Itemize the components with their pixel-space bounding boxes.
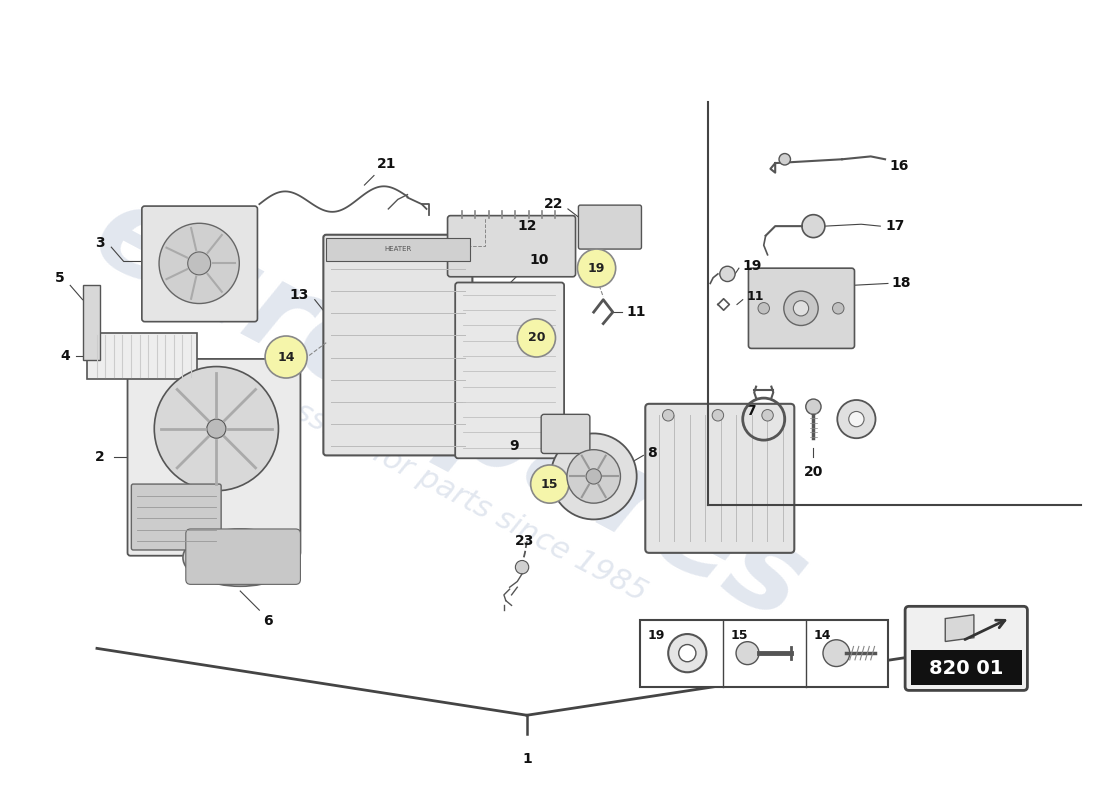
Text: 20: 20 (804, 465, 823, 479)
Text: 13: 13 (289, 288, 309, 302)
FancyBboxPatch shape (448, 216, 575, 277)
Text: HEATER: HEATER (384, 246, 411, 252)
Circle shape (806, 399, 821, 414)
Circle shape (719, 266, 735, 282)
Circle shape (837, 400, 876, 438)
Text: 15: 15 (730, 630, 748, 642)
Text: 21: 21 (377, 157, 396, 170)
Ellipse shape (183, 529, 298, 586)
Circle shape (779, 154, 791, 165)
Text: 2: 2 (95, 450, 104, 464)
FancyBboxPatch shape (905, 606, 1027, 690)
Text: 7: 7 (747, 405, 756, 418)
Text: 6: 6 (263, 614, 273, 628)
Text: 11: 11 (747, 290, 764, 303)
Text: 12: 12 (517, 219, 537, 233)
FancyBboxPatch shape (455, 282, 564, 458)
Circle shape (833, 302, 844, 314)
Text: 14: 14 (813, 630, 830, 642)
Text: 22: 22 (543, 197, 563, 211)
Circle shape (662, 410, 674, 421)
FancyBboxPatch shape (541, 414, 590, 454)
FancyBboxPatch shape (646, 404, 794, 553)
Text: 11: 11 (626, 305, 646, 319)
Text: 18: 18 (892, 277, 911, 290)
FancyBboxPatch shape (323, 234, 472, 455)
Bar (82, 286, 100, 360)
Circle shape (516, 561, 529, 574)
Text: 19: 19 (647, 630, 664, 642)
Circle shape (849, 411, 864, 426)
Text: 10: 10 (530, 253, 549, 266)
Circle shape (823, 640, 849, 666)
Text: 14: 14 (277, 350, 295, 363)
Text: 16: 16 (890, 159, 910, 173)
FancyBboxPatch shape (748, 268, 855, 349)
Circle shape (736, 642, 759, 665)
Circle shape (784, 291, 818, 326)
Circle shape (530, 465, 569, 503)
Text: euroSpares: euroSpares (75, 173, 826, 646)
Bar (639, 620, 888, 686)
Text: 4: 4 (60, 349, 70, 363)
Text: 820 01: 820 01 (930, 658, 1003, 678)
FancyBboxPatch shape (128, 359, 300, 556)
FancyBboxPatch shape (131, 484, 221, 550)
Circle shape (586, 469, 602, 484)
Bar (87, 333, 197, 379)
Circle shape (712, 410, 724, 421)
Text: 3: 3 (95, 236, 104, 250)
Circle shape (578, 249, 616, 287)
Circle shape (758, 302, 770, 314)
Circle shape (762, 410, 773, 421)
Bar (327, 238, 470, 262)
Text: 20: 20 (528, 331, 546, 345)
Circle shape (188, 252, 210, 275)
FancyBboxPatch shape (579, 205, 641, 249)
Polygon shape (945, 614, 974, 642)
Text: 23: 23 (516, 534, 535, 548)
Text: 17: 17 (886, 219, 904, 233)
FancyBboxPatch shape (186, 529, 300, 584)
Bar (911, 650, 1022, 685)
Circle shape (679, 645, 696, 662)
Text: 15: 15 (541, 478, 559, 490)
Circle shape (160, 223, 240, 303)
Text: 19: 19 (587, 262, 605, 274)
Text: 19: 19 (742, 259, 762, 274)
Circle shape (517, 319, 556, 357)
Circle shape (668, 634, 706, 672)
Text: 9: 9 (509, 439, 519, 453)
Text: 5: 5 (55, 270, 65, 285)
Circle shape (551, 434, 637, 519)
Circle shape (793, 301, 808, 316)
Circle shape (154, 366, 278, 490)
Text: 8: 8 (647, 446, 657, 459)
Circle shape (207, 419, 226, 438)
Circle shape (802, 214, 825, 238)
Circle shape (566, 450, 620, 503)
Circle shape (265, 336, 307, 378)
Text: 1: 1 (522, 751, 531, 766)
Text: a passion for parts since 1985: a passion for parts since 1985 (231, 365, 651, 607)
FancyBboxPatch shape (142, 206, 257, 322)
